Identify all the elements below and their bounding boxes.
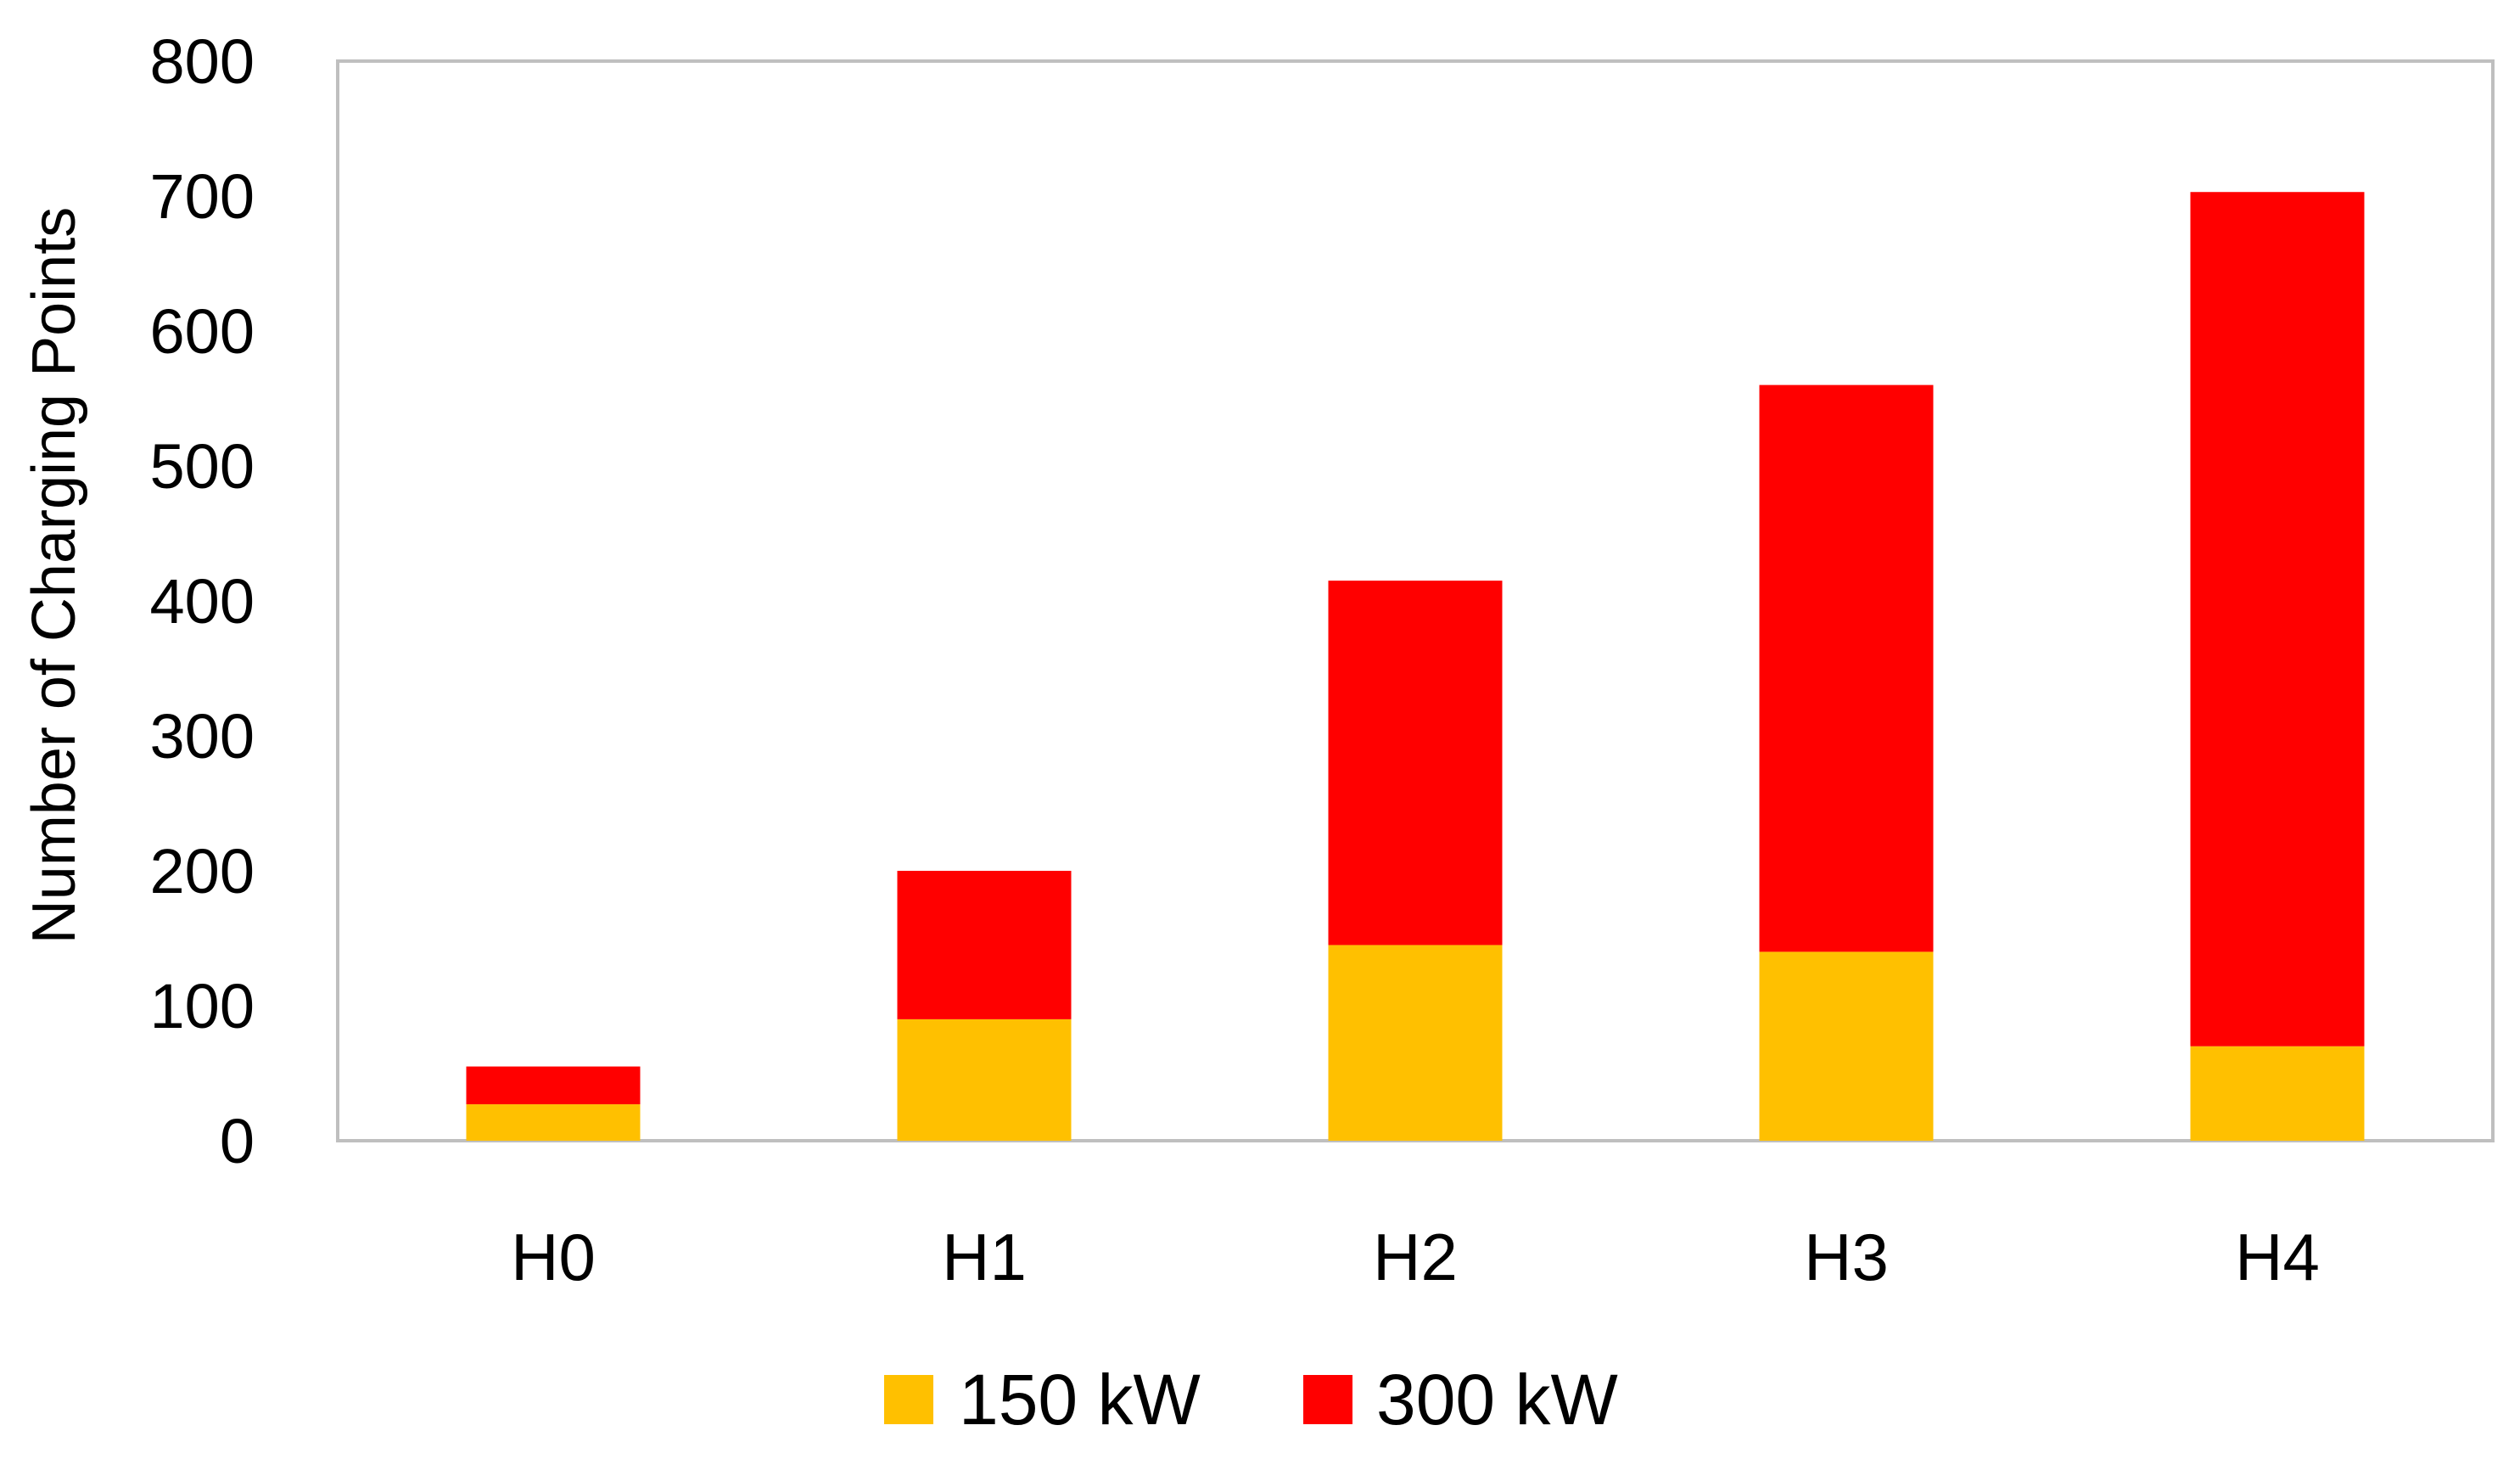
y-tick-label: 300 bbox=[150, 701, 255, 772]
bar-h2-series-2 bbox=[1328, 581, 1503, 946]
legend-swatch bbox=[1303, 1375, 1352, 1424]
legend-label: 150 kW bbox=[959, 1360, 1201, 1439]
bar-h3-series-1 bbox=[1759, 951, 1934, 1141]
bar-h1-series-1 bbox=[897, 1018, 1072, 1141]
legend: 150 kW 300 kW bbox=[884, 1360, 1618, 1439]
legend-label: 300 kW bbox=[1376, 1360, 1618, 1439]
x-tick-label: H1 bbox=[942, 1220, 1027, 1294]
bar-h1-series-2 bbox=[897, 871, 1072, 1019]
y-axis-title: Number of Charging Points bbox=[20, 207, 88, 944]
y-tick-label: 0 bbox=[220, 1106, 255, 1176]
legend-swatch bbox=[884, 1375, 933, 1424]
bars bbox=[466, 192, 2365, 1141]
y-tick-label: 700 bbox=[150, 161, 255, 232]
x-tick-label: H4 bbox=[2235, 1220, 2320, 1294]
y-tick-label: 100 bbox=[150, 971, 255, 1041]
bar-h0-series-2 bbox=[466, 1066, 641, 1105]
x-tick-label: H0 bbox=[511, 1220, 596, 1294]
y-axis-ticks: 0 100 200 300 400 500 600 700 800 bbox=[150, 26, 255, 1176]
bar-h2-series-1 bbox=[1328, 945, 1503, 1141]
bar-h4-series-1 bbox=[2190, 1046, 2365, 1141]
bar-h3-series-2 bbox=[1759, 384, 1934, 952]
y-tick-label: 600 bbox=[150, 296, 255, 367]
y-tick-label: 500 bbox=[150, 431, 255, 502]
y-tick-label: 400 bbox=[150, 566, 255, 637]
x-axis-ticks: H0 H1 H2 H3 H4 bbox=[511, 1220, 2320, 1294]
y-tick-label: 200 bbox=[150, 836, 255, 906]
x-tick-label: H2 bbox=[1373, 1220, 1458, 1294]
y-tick-label: 800 bbox=[150, 26, 255, 97]
bar-h4-series-2 bbox=[2190, 192, 2365, 1047]
bar-h0-series-1 bbox=[466, 1104, 641, 1141]
x-tick-label: H3 bbox=[1804, 1220, 1889, 1294]
